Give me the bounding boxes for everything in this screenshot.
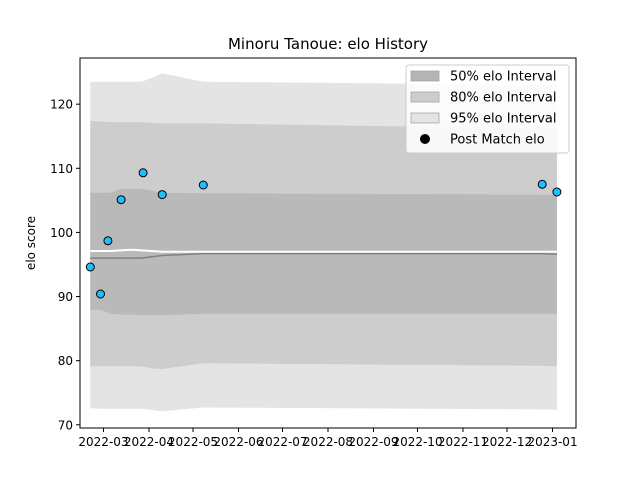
x-axis: 2022-032022-042022-052022-062022-072022-… (78, 428, 578, 449)
y-tick-label: 90 (58, 290, 73, 304)
data-point (138, 168, 148, 178)
x-tick-label: 2023-01 (527, 435, 577, 449)
legend-box (405, 64, 570, 154)
y-axis-label: elo score (24, 216, 38, 270)
legend-marker (420, 134, 430, 144)
reference-line (90, 248, 557, 253)
x-tick-label: 2022-12 (482, 435, 532, 449)
x-tick-label: 2022-07 (257, 435, 307, 449)
data-point (157, 190, 167, 200)
x-tick-label: 2022-04 (124, 435, 174, 449)
legend-label: 95% elo Interval (450, 112, 557, 127)
legend-swatch (410, 91, 440, 103)
data-point (537, 179, 547, 189)
x-tick-label: 2022-11 (438, 435, 488, 449)
data-point (198, 180, 208, 190)
x-tick-label: 2022-03 (78, 435, 128, 449)
x-tick-label: 2022-06 (213, 435, 263, 449)
data-point (116, 195, 126, 205)
legend-label: 80% elo Interval (450, 91, 557, 106)
data-point (85, 262, 95, 272)
data-point (552, 187, 562, 197)
data-point (103, 236, 113, 246)
legend-swatch (410, 112, 440, 124)
data-point (96, 289, 105, 299)
chart-title: Minoru Tanoue: elo History (228, 35, 428, 53)
data-points (85, 168, 562, 299)
y-tick-label: 110 (50, 162, 73, 176)
legend: 50% elo Interval 80% elo Interval 95% elo … (405, 64, 570, 154)
y-tick-label: 100 (50, 226, 73, 240)
y-tick-label: 70 (58, 418, 73, 432)
legend-label: 50% elo Interval (450, 70, 557, 85)
y-tick-label: 120 (50, 98, 73, 112)
y-axis: 70 80 90 100 110 120 (50, 98, 80, 432)
x-tick-label: 2022-08 (303, 435, 353, 449)
x-tick-label: 2022-05 (168, 435, 218, 449)
x-tick-label: 2022-10 (392, 435, 442, 449)
legend-swatch (410, 70, 440, 82)
legend-label: Post Match elo (450, 133, 545, 148)
x-tick-label: 2022-09 (348, 435, 398, 449)
median-line (90, 252, 557, 259)
y-tick-label: 80 (58, 354, 73, 368)
